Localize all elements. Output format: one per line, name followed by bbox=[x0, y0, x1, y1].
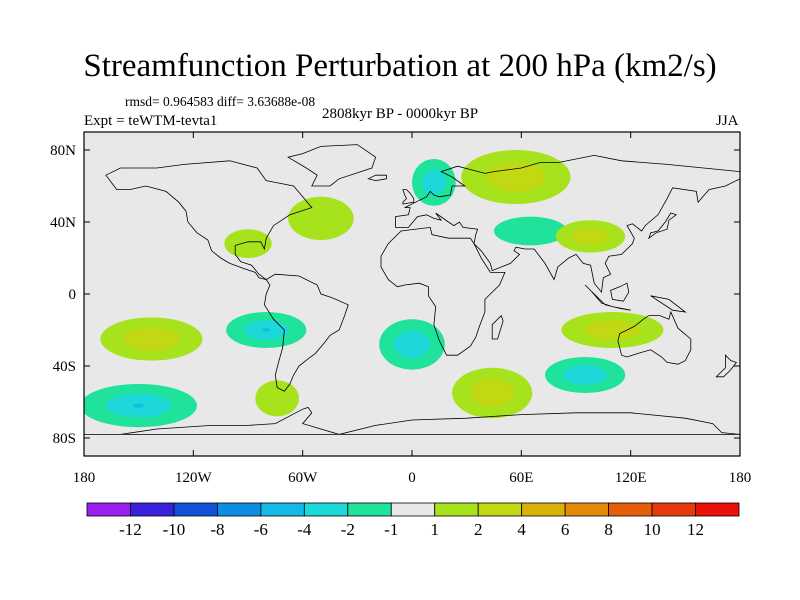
coastline-new-guinea bbox=[650, 295, 687, 313]
x-tick-label-1: 120W bbox=[175, 470, 213, 486]
coastline-japan bbox=[648, 212, 678, 240]
colorbar: -12 -10 -8 -6 -4 -2 -1 1 2 4 6 8 10 12 bbox=[86, 502, 740, 539]
colorbar-swatch-10 bbox=[521, 502, 566, 517]
x-tick-label-5: 120E bbox=[615, 470, 647, 486]
colorbar-label-8: 2 bbox=[474, 520, 483, 539]
field-region-11-level-0 bbox=[288, 196, 354, 240]
coastline-iceland bbox=[367, 174, 387, 182]
coastline-antarctica bbox=[84, 406, 740, 435]
field-layer bbox=[84, 150, 664, 428]
y-tick-label-1: 40N bbox=[50, 215, 76, 231]
colorbar-label-11: 8 bbox=[604, 520, 613, 539]
stats-text: rmsd= 0.964583 diff= 3.63688e-08 bbox=[125, 94, 316, 109]
colorbar-label-5: -2 bbox=[341, 520, 355, 539]
colorbar-swatch-14 bbox=[695, 502, 740, 517]
chart-title: Streamfunction Perturbation at 200 hPa (… bbox=[83, 48, 717, 84]
field-region-4-level-0 bbox=[255, 380, 300, 417]
coastline-north-america bbox=[105, 160, 313, 280]
coastline-layer bbox=[84, 144, 740, 435]
colorbar-swatch-9 bbox=[477, 502, 523, 517]
y-tick-label-0: 80N bbox=[50, 143, 76, 159]
colorbar-swatch-2 bbox=[173, 502, 218, 517]
field-region-12-level-1 bbox=[571, 227, 610, 246]
coastline-madagascar bbox=[491, 314, 504, 340]
x-axis: 180 120W 60W 0 60E 120E 180 bbox=[73, 132, 752, 486]
coastline-borneo bbox=[610, 282, 630, 302]
x-tick-label-2: 60W bbox=[288, 470, 318, 486]
y-tick-label-2: 0 bbox=[69, 287, 77, 303]
field-region-10-level-0 bbox=[494, 216, 567, 246]
coastline-south-america bbox=[263, 273, 349, 392]
colorbar-swatch-8 bbox=[434, 502, 479, 517]
x-tick-label-3: 0 bbox=[408, 470, 416, 486]
colorbar-label-4: -4 bbox=[297, 520, 312, 539]
field-region-13-level-0 bbox=[224, 229, 272, 258]
colorbar-swatch-6 bbox=[347, 502, 392, 517]
field-region-8-level-1 bbox=[485, 162, 546, 192]
colorbar-label-0: -12 bbox=[119, 520, 142, 539]
coastline-eurasia bbox=[395, 154, 740, 294]
colorbar-label-3: -6 bbox=[254, 520, 268, 539]
colorbar-swatch-7 bbox=[390, 502, 436, 517]
coastline-africa bbox=[380, 226, 506, 356]
colorbar-label-1: -10 bbox=[163, 520, 186, 539]
x-tick-label-0: 180 bbox=[73, 470, 96, 486]
colorbar-label-9: 4 bbox=[517, 520, 526, 539]
field-region-5-level-1 bbox=[470, 379, 515, 407]
season-label: JJA bbox=[716, 113, 739, 129]
colorbar-label-12: 10 bbox=[644, 520, 661, 539]
colorbar-swatch-5 bbox=[303, 502, 349, 517]
colorbar-swatch-11 bbox=[564, 502, 610, 517]
colorbar-swatch-4 bbox=[260, 502, 305, 517]
colorbar-label-6: -1 bbox=[384, 520, 398, 539]
colorbar-swatch-0 bbox=[86, 502, 131, 517]
coastline-new-zealand bbox=[715, 354, 738, 378]
colorbar-swatch-1 bbox=[130, 502, 175, 517]
coastline-australia bbox=[617, 310, 692, 365]
colorbar-label-10: 6 bbox=[561, 520, 570, 539]
colorbar-swatch-13 bbox=[651, 502, 696, 517]
colorbar-swatch-12 bbox=[608, 502, 653, 517]
period-label: 2808kyr BP - 0000kyr BP bbox=[322, 106, 479, 122]
colorbar-label-7: 1 bbox=[430, 520, 439, 539]
y-tick-label-4: 80S bbox=[53, 431, 76, 447]
colorbar-label-2: -8 bbox=[210, 520, 224, 539]
field-region-1-level-2 bbox=[132, 403, 145, 408]
experiment-label: Expt = teWTM-tevta1 bbox=[84, 113, 218, 129]
field-region-3-level-1 bbox=[393, 330, 431, 359]
colorbar-swatch-3 bbox=[216, 502, 262, 517]
field-region-9-level-1 bbox=[421, 169, 446, 196]
coastline-indonesia bbox=[584, 284, 631, 311]
y-axis: 80N 40N 0 40S 80S bbox=[50, 143, 740, 447]
field-region-7-level-1 bbox=[584, 320, 641, 340]
field-region-2-level-2 bbox=[262, 328, 271, 332]
y-tick-label-3: 40S bbox=[53, 359, 76, 375]
colorbar-label-13: 12 bbox=[687, 520, 704, 539]
coastline-uk bbox=[402, 189, 415, 205]
field-region-0-level-1 bbox=[123, 327, 180, 351]
coastline-greenland bbox=[287, 144, 377, 187]
x-tick-label-4: 60E bbox=[509, 470, 533, 486]
field-region-6-level-1 bbox=[563, 365, 608, 385]
x-tick-label-6: 180 bbox=[729, 470, 752, 486]
